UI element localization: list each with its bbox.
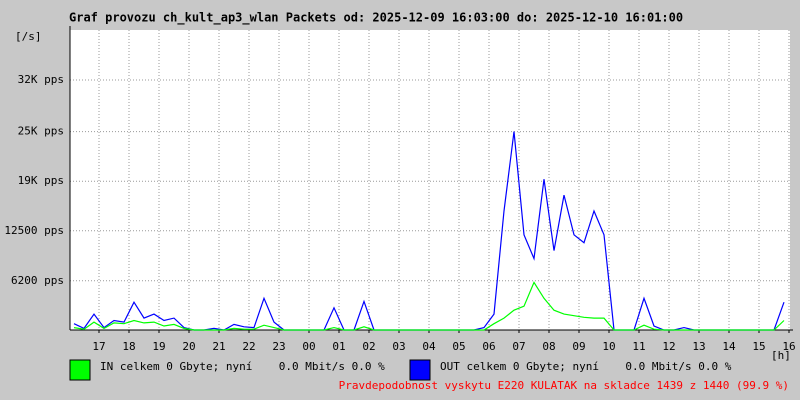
y-tick-label: 32K pps <box>18 73 64 86</box>
chart-title: Graf provozu ch_kult_ap3_wlan Packets od… <box>69 11 683 26</box>
legend-label: OUT celkem 0 Gbyte; nyní 0.0 Mbit/s 0.0 … <box>440 360 732 373</box>
x-tick-label: 00 <box>302 340 315 353</box>
x-tick-label: 08 <box>542 340 555 353</box>
x-tick-label: 02 <box>362 340 375 353</box>
y-axis-label: [/s] <box>15 30 42 43</box>
x-tick-label: 14 <box>722 340 736 353</box>
x-tick-label: 01 <box>332 340 345 353</box>
x-tick-label: 22 <box>242 340 255 353</box>
x-tick-label: 09 <box>572 340 585 353</box>
series-line <box>73 281 785 331</box>
x-tick-label: 17 <box>92 340 105 353</box>
x-tick-label: 10 <box>602 340 615 353</box>
x-tick-label: 06 <box>482 340 495 353</box>
x-tick-label: 18 <box>122 340 135 353</box>
x-tick-label: 20 <box>182 340 195 353</box>
legend-label: IN celkem 0 Gbyte; nyní 0.0 Mbit/s 0.0 % <box>100 360 385 373</box>
x-tick-label: 07 <box>512 340 525 353</box>
x-tick-label: 19 <box>152 340 165 353</box>
y-tick-label: 25K pps <box>18 125 64 138</box>
legend-swatch <box>409 359 431 381</box>
y-tick-label: 19K pps <box>18 174 64 187</box>
x-tick-label: 05 <box>452 340 465 353</box>
x-tick-label: 16 <box>782 340 795 353</box>
x-tick-label: 03 <box>392 340 405 353</box>
x-tick-label: 11 <box>632 340 645 353</box>
x-axis-label: [h] <box>771 349 791 362</box>
legend-swatch <box>69 359 91 381</box>
y-tick-label: 12500 pps <box>4 224 64 237</box>
plot-area <box>70 30 790 330</box>
x-tick-label: 23 <box>272 340 285 353</box>
x-tick-label: 04 <box>422 340 436 353</box>
y-tick-label: 6200 pps <box>11 274 64 287</box>
x-tick-label: 21 <box>212 340 225 353</box>
footnote: Pravdepodobnost vyskytu E220 KULATAK na … <box>339 379 789 392</box>
x-tick-label: 13 <box>692 340 705 353</box>
x-tick-label: 12 <box>662 340 675 353</box>
x-tick-label: 15 <box>752 340 765 353</box>
